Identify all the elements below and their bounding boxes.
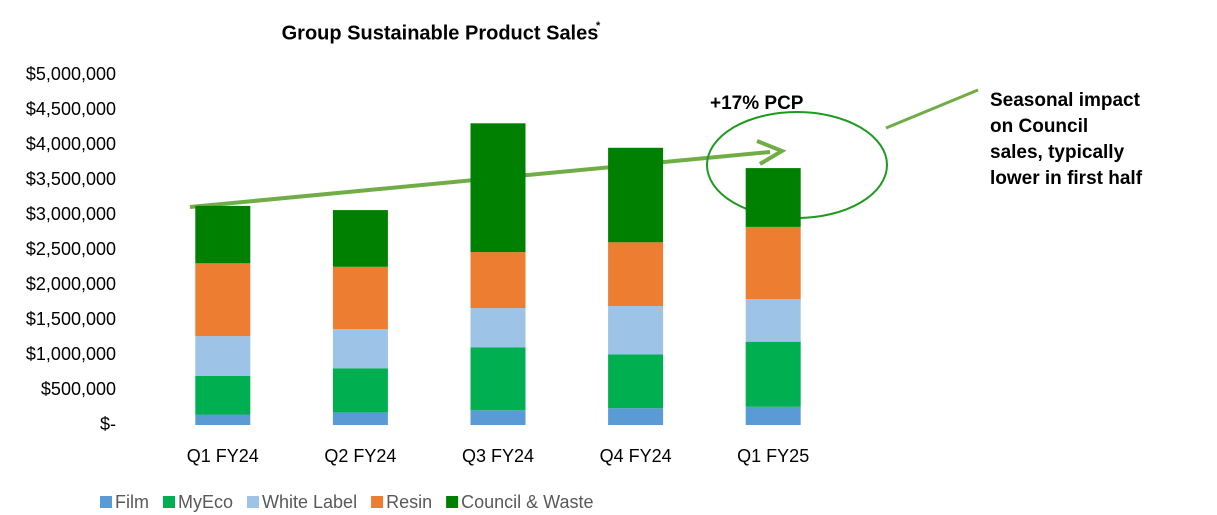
- y-tick-label: $4,500,000: [26, 99, 116, 119]
- y-tick-label: $-: [100, 414, 116, 434]
- y-tick-label: $2,000,000: [26, 274, 116, 294]
- y-tick-label: $1,000,000: [26, 344, 116, 364]
- bar-segment: [470, 347, 526, 411]
- note-line: on Council: [990, 116, 1088, 137]
- bar-segment: [745, 406, 801, 425]
- bar-segment: [195, 205, 251, 264]
- bar-segment: [332, 368, 388, 413]
- bar-segment: [608, 306, 664, 355]
- note-line: sales, typically: [990, 142, 1125, 163]
- arrow-head: [756, 139, 787, 166]
- bar-segment: [745, 226, 801, 299]
- x-tick-label: Q2 FY24: [324, 446, 396, 466]
- bar-segment: [332, 210, 388, 267]
- chart-title: Group Sustainable Product Sales: [282, 22, 599, 44]
- bar-segment: [608, 242, 664, 306]
- title-marker: *: [596, 20, 601, 32]
- legend-swatch: [163, 496, 175, 508]
- legend-label: Film: [115, 492, 149, 512]
- y-tick-label: $3,500,000: [26, 169, 116, 189]
- y-tick-label: $5,000,000: [26, 64, 116, 84]
- bar-segment: [608, 408, 664, 425]
- legend-swatch: [446, 496, 459, 508]
- x-tick-label: Q1 FY24: [187, 446, 259, 466]
- x-tick-label: Q3 FY24: [462, 446, 534, 466]
- bar-segment: [470, 252, 526, 309]
- legend-label: Resin: [386, 492, 432, 512]
- y-tick-label: $1,500,000: [26, 309, 116, 329]
- bar-segment: [745, 299, 801, 342]
- y-tick-label: $2,500,000: [26, 239, 116, 259]
- bar-segment: [332, 329, 388, 369]
- bar-segment: [195, 414, 251, 425]
- legend-swatch: [371, 496, 384, 508]
- bar-segment: [195, 336, 251, 376]
- bar-segment: [195, 376, 251, 415]
- bar-segment: [470, 308, 526, 348]
- bar-segment: [745, 168, 801, 227]
- callout-line: [885, 88, 979, 130]
- y-tick-label: $3,000,000: [26, 204, 116, 224]
- x-tick-label: Q1 FY25: [737, 446, 809, 466]
- legend-label: Council & Waste: [461, 492, 593, 512]
- y-tick-label: $4,000,000: [26, 134, 116, 154]
- bar-segment: [195, 263, 251, 337]
- bar-segment: [470, 123, 526, 253]
- legend-label: White Label: [262, 492, 357, 512]
- bar-segment: [332, 412, 388, 425]
- bar-segment: [608, 354, 664, 409]
- legend-label: MyEco: [178, 492, 233, 512]
- bar-segment: [332, 266, 388, 330]
- bar-segment: [745, 341, 801, 407]
- growth-label: +17% PCP: [710, 93, 804, 114]
- bar-segment: [608, 147, 664, 243]
- note-line: lower in first half: [990, 168, 1143, 189]
- bar-segment: [470, 410, 526, 425]
- y-tick-label: $500,000: [41, 379, 116, 399]
- x-tick-label: Q4 FY24: [600, 446, 672, 466]
- note-line: Seasonal impact: [990, 90, 1141, 111]
- legend-swatch: [100, 496, 112, 508]
- legend-swatch: [247, 496, 260, 508]
